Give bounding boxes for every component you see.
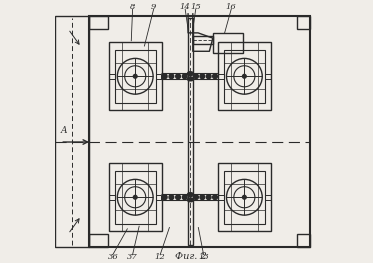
Bar bbox=[115, 171, 156, 224]
Text: 12: 12 bbox=[155, 253, 166, 261]
Circle shape bbox=[176, 195, 181, 200]
Bar bbox=[224, 50, 265, 103]
Bar bbox=[109, 74, 115, 79]
Text: 16: 16 bbox=[226, 3, 236, 11]
Circle shape bbox=[194, 74, 198, 79]
Circle shape bbox=[188, 198, 191, 202]
Bar bbox=[109, 42, 162, 110]
Circle shape bbox=[242, 195, 246, 199]
Circle shape bbox=[134, 195, 137, 199]
Circle shape bbox=[188, 77, 191, 81]
Bar bbox=[89, 16, 107, 29]
Bar bbox=[218, 195, 224, 200]
Text: A: A bbox=[60, 127, 67, 135]
Circle shape bbox=[169, 195, 174, 200]
Bar bbox=[156, 195, 162, 200]
Circle shape bbox=[200, 195, 205, 200]
Text: 15: 15 bbox=[190, 3, 201, 11]
Bar bbox=[89, 16, 310, 247]
Bar bbox=[156, 74, 162, 79]
Bar bbox=[224, 171, 265, 224]
Text: 8: 8 bbox=[130, 3, 135, 11]
Circle shape bbox=[162, 74, 167, 79]
Circle shape bbox=[189, 77, 193, 81]
Text: 14: 14 bbox=[180, 3, 191, 11]
Circle shape bbox=[189, 193, 193, 196]
Circle shape bbox=[176, 74, 181, 79]
Circle shape bbox=[213, 74, 217, 79]
Circle shape bbox=[206, 74, 211, 79]
Circle shape bbox=[134, 74, 137, 78]
Circle shape bbox=[194, 195, 198, 200]
Circle shape bbox=[189, 72, 193, 75]
Circle shape bbox=[169, 74, 174, 79]
Text: Фиг. 2: Фиг. 2 bbox=[175, 252, 206, 261]
Text: 13: 13 bbox=[198, 253, 209, 261]
Bar bbox=[218, 42, 271, 110]
Bar bbox=[55, 16, 89, 247]
Bar bbox=[109, 195, 115, 200]
Text: 9: 9 bbox=[151, 3, 156, 11]
Bar bbox=[265, 195, 270, 200]
Bar bbox=[115, 50, 156, 103]
Circle shape bbox=[182, 74, 187, 79]
Bar bbox=[297, 16, 310, 29]
Bar bbox=[218, 163, 271, 231]
Circle shape bbox=[188, 72, 191, 75]
Circle shape bbox=[188, 193, 191, 196]
Bar bbox=[218, 74, 224, 79]
Bar bbox=[109, 163, 162, 231]
Bar bbox=[297, 234, 310, 247]
Circle shape bbox=[213, 195, 217, 200]
Circle shape bbox=[242, 74, 246, 78]
Circle shape bbox=[200, 74, 205, 79]
Text: 37: 37 bbox=[127, 253, 138, 261]
Bar bbox=[265, 74, 270, 79]
Circle shape bbox=[162, 195, 167, 200]
Circle shape bbox=[206, 195, 211, 200]
Circle shape bbox=[182, 195, 187, 200]
Bar bbox=[213, 33, 243, 53]
Circle shape bbox=[189, 198, 193, 202]
Bar bbox=[193, 36, 213, 44]
Bar bbox=[188, 18, 193, 245]
Bar bbox=[89, 234, 107, 247]
Text: 36: 36 bbox=[107, 253, 118, 261]
